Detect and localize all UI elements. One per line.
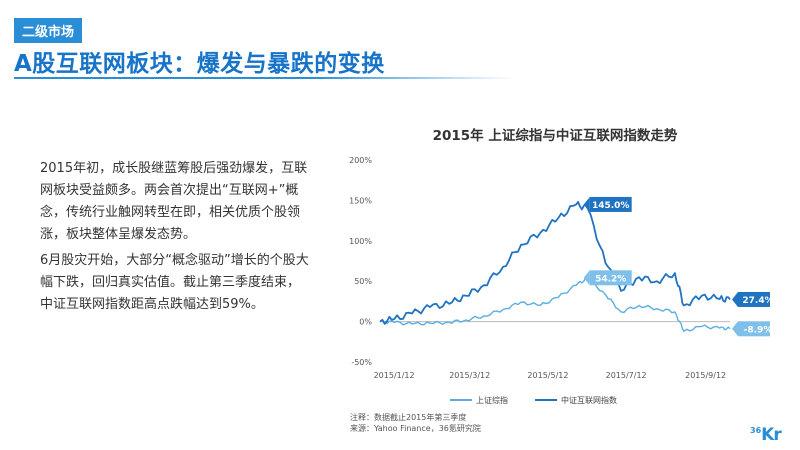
line-chart: -50% 0% 50% 100% 150% 200% 2015/1/12 2015/3/12 2… [349, 156, 770, 405]
chart-title: 2015年 上证综指与中证互联网指数走势 [432, 128, 678, 144]
y-tick-label: 50% [354, 277, 372, 286]
paragraph-intro: 2015年初，成长股继蓝筹股后强劲爆发，互联网板块受益颇多。两会首次提出“互联网… [40, 161, 308, 242]
annotation-label: 27.4% [742, 296, 770, 306]
legend-label: 中证互联网指数 [561, 395, 617, 405]
page-title: A股互联网板块：爆发与暴跌的变换 [14, 51, 385, 77]
brand-logo: 36Kr [750, 425, 782, 445]
footnote-note: 注释：数据截止2015年第三季度 [350, 413, 467, 422]
y-tick-label: 100% [349, 237, 372, 246]
annotation-label: 54.2% [595, 274, 626, 284]
y-tick-label: 0% [359, 318, 372, 327]
y-tick-label: -50% [351, 358, 372, 367]
x-tick-label: 2015/9/12 [685, 371, 726, 380]
logo-main: Kr [761, 425, 782, 445]
x-tick-label: 2015/7/12 [606, 371, 647, 380]
annotation-box [589, 270, 632, 286]
annotation-pointer [583, 196, 590, 212]
logo-sup: 36 [750, 426, 762, 435]
legend-label: 上证综指 [476, 395, 508, 405]
series-line-csi-internet [379, 201, 731, 325]
annotation-pointer [732, 321, 738, 337]
x-tick-label: 2015/5/12 [527, 371, 568, 380]
footnote: 注释：数据截止2015年第三季度 来源：Yahoo Finance，36氪研究院 [350, 412, 481, 434]
annotation-box [589, 196, 632, 212]
series-line-sse [379, 276, 731, 333]
paragraph-crash: 6月股灾开始，大部分“概念驱动”增长的个股大幅下跌，回归真实估值。截止第三季度结… [40, 253, 309, 312]
annotation-box [738, 291, 770, 307]
y-tick-label: 150% [349, 196, 372, 205]
title-underline [14, 77, 514, 79]
annotation-pointer [583, 270, 590, 286]
annotation-label: 145.0% [592, 201, 630, 211]
annotation-box [738, 321, 770, 337]
annotation-pointer [732, 291, 738, 307]
footnote-source: 来源：Yahoo Finance，36氪研究院 [350, 424, 481, 433]
annotation-label: -8.9% [744, 325, 770, 335]
x-tick-label: 2015/3/12 [449, 371, 490, 380]
x-tick-label: 2015/1/12 [374, 371, 415, 380]
section-badge: 二级市场 [14, 18, 83, 43]
body-text: 2015年初，成长股继蓝筹股后强劲爆发，互联网板块受益颇多。两会首次提出“互联网… [40, 158, 310, 320]
y-tick-label: 200% [349, 156, 372, 165]
